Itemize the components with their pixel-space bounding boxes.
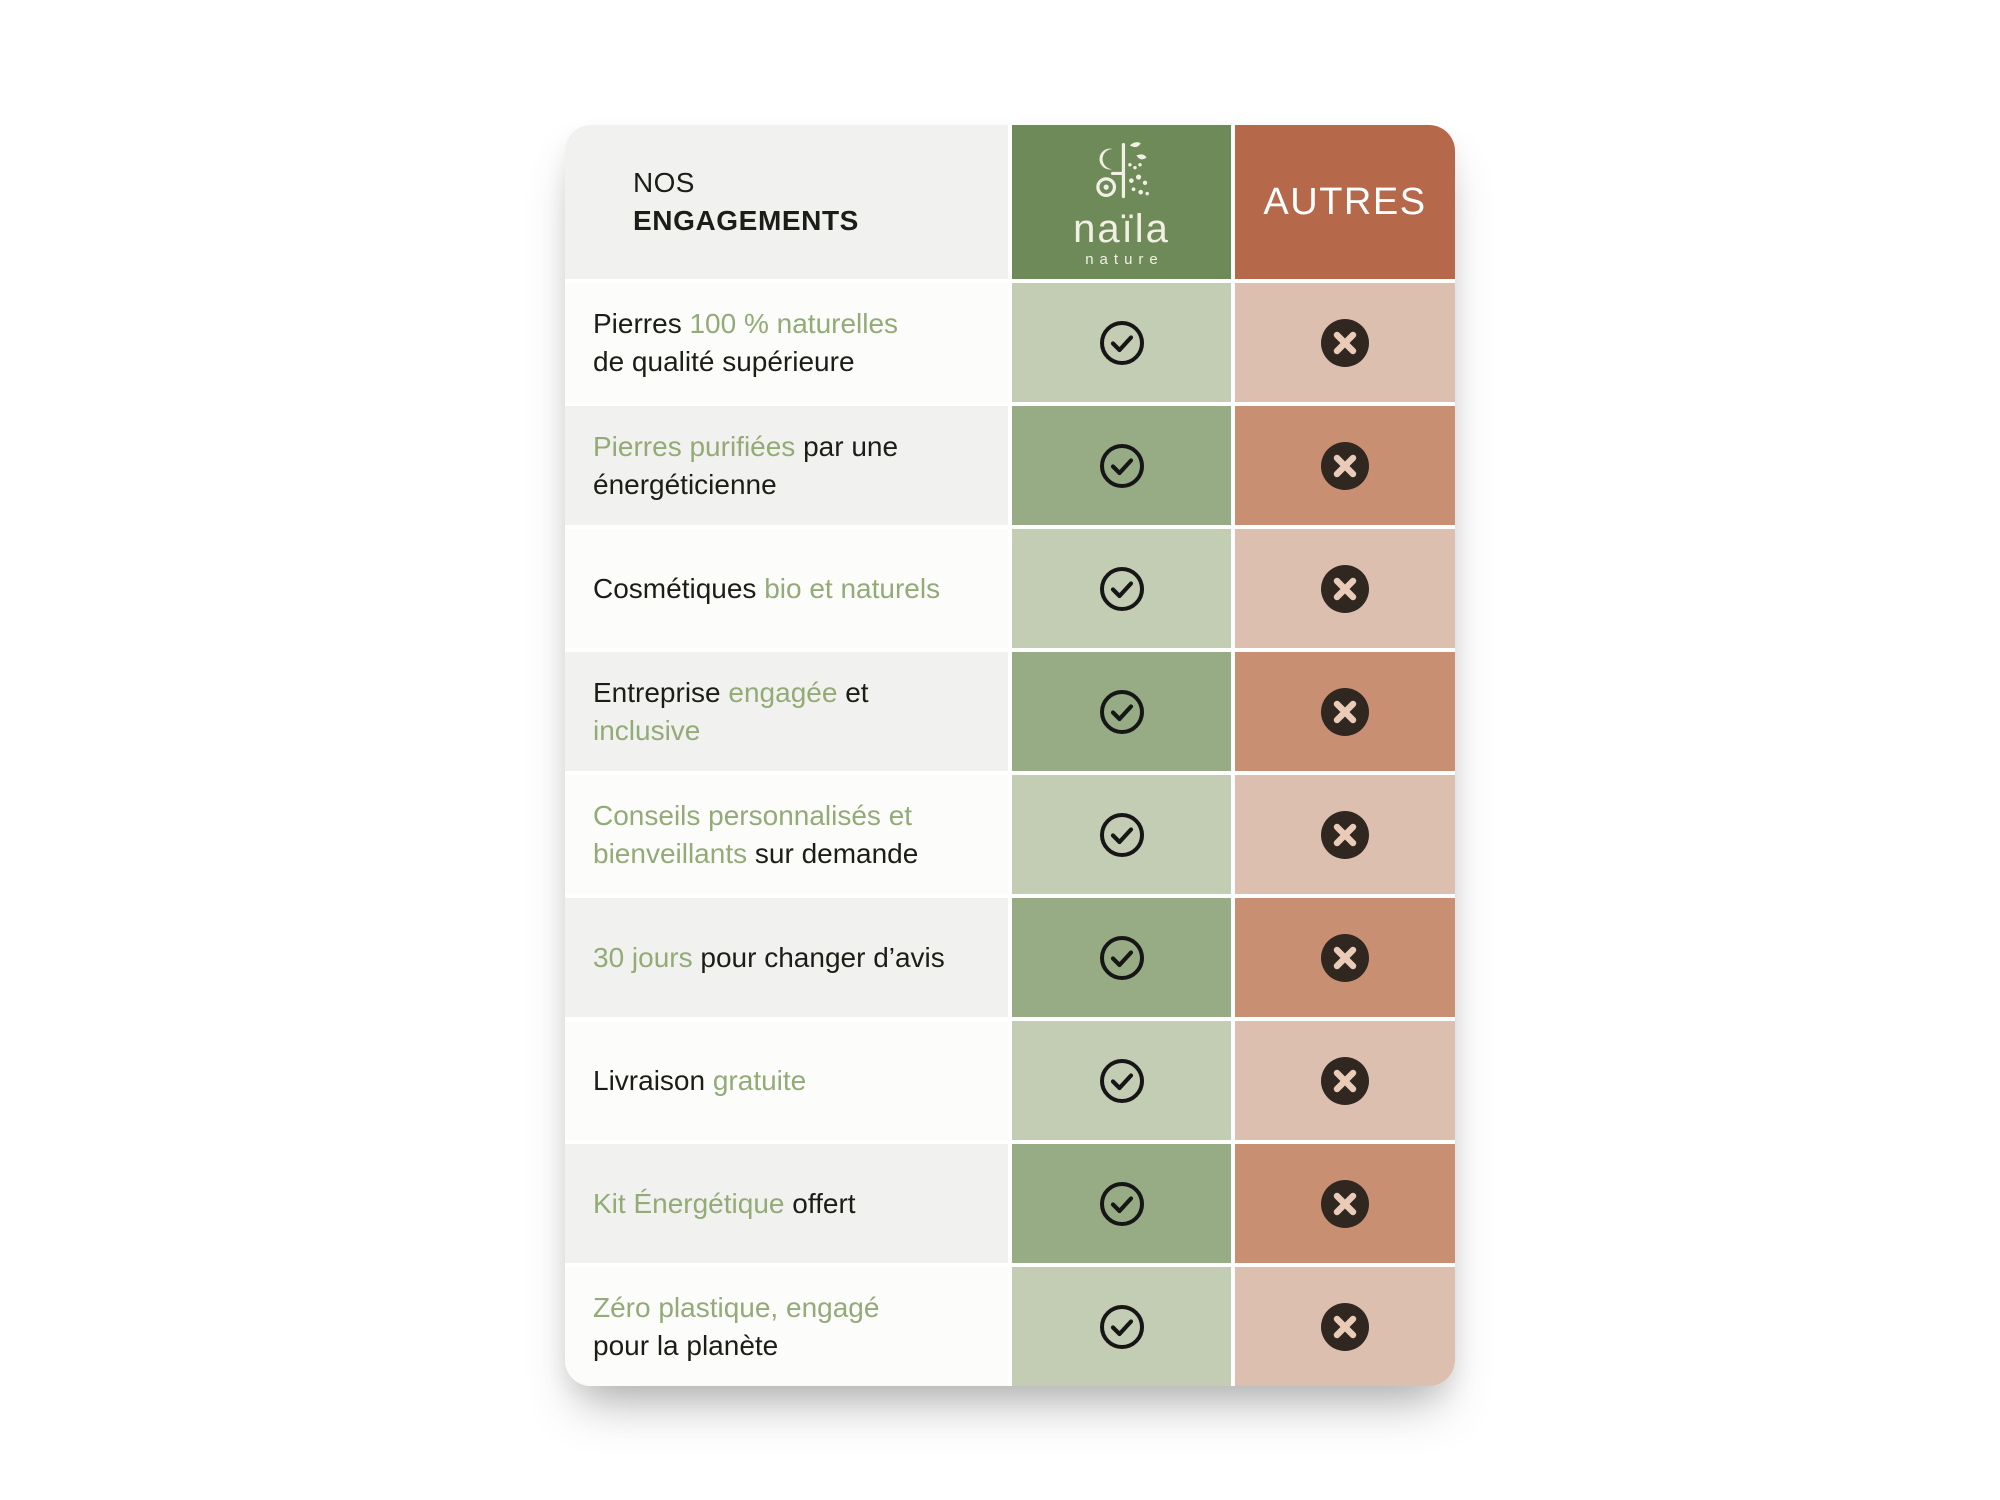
row-label-text: Livraison: [593, 1064, 713, 1096]
row-label-highlight: inclusive: [593, 714, 701, 746]
row-label: Zéro plastique, engagé pour la planète: [565, 1267, 1008, 1386]
others-column-header: AUTRES: [1235, 125, 1455, 279]
others-value-cell: [1235, 1021, 1455, 1140]
row-label-highlight: 100 % naturelles: [689, 307, 899, 339]
brand-value-cell: [1012, 406, 1231, 525]
check-circle-icon: [1098, 1180, 1146, 1228]
others-value-cell: [1235, 1144, 1455, 1263]
brand-value-cell: [1012, 1021, 1231, 1140]
row-label-highlight: 30 jours: [593, 941, 693, 973]
brand-value-cell: [1012, 1267, 1231, 1386]
cross-circle-icon: [1320, 1302, 1370, 1352]
brand-value-cell: [1012, 529, 1231, 648]
row-label-highlight: Conseils personnalisés et: [593, 799, 913, 831]
row-label-text: pour changer d’avis: [692, 941, 945, 973]
comparison-table: NOS ENGAGEMENTS: [565, 125, 1455, 1386]
row-label-text: de qualité supérieure: [593, 345, 855, 377]
row-label-text: Cosmétiques: [593, 572, 765, 604]
row-label-text: par une: [795, 430, 899, 462]
row-label: Cosmétiques bio et naturels: [565, 529, 1008, 648]
row-label: Kit Énergétique offert: [565, 1144, 1008, 1263]
others-value-cell: [1235, 406, 1455, 525]
row-label-highlight: gratuite: [712, 1064, 807, 1096]
comparison-table-card: NOS ENGAGEMENTS: [565, 125, 1455, 1386]
cross-circle-icon: [1320, 318, 1370, 368]
check-circle-icon: [1098, 565, 1146, 613]
row-label-text: sur demande: [747, 837, 919, 869]
brand-value-cell: [1012, 898, 1231, 1017]
others-value-cell: [1235, 283, 1455, 402]
row-label: Entreprise engagée et inclusive: [565, 652, 1008, 771]
check-circle-icon: [1098, 1057, 1146, 1105]
brand-column-header: naïla nature: [1012, 125, 1231, 279]
others-value-cell: [1235, 775, 1455, 894]
brand-value-cell: [1012, 775, 1231, 894]
row-label: 30 jours pour changer d’avis: [565, 898, 1008, 1017]
check-circle-icon: [1098, 688, 1146, 736]
row-label: Pierres 100 % naturelles de qualité supér…: [565, 283, 1008, 402]
row-label-text: offert: [784, 1187, 856, 1219]
row-label: Livraison gratuite: [565, 1021, 1008, 1140]
others-value-cell: [1235, 898, 1455, 1017]
row-label-highlight: bienveillants: [593, 837, 748, 869]
row-label-highlight: Zéro plastique, engagé: [593, 1291, 880, 1323]
cross-circle-icon: [1320, 1179, 1370, 1229]
cross-circle-icon: [1320, 564, 1370, 614]
row-label-highlight: engagée: [728, 676, 838, 708]
check-circle-icon: [1098, 934, 1146, 982]
check-circle-icon: [1098, 319, 1146, 367]
row-label-text: Entreprise: [593, 676, 729, 708]
row-label: Conseils personnalisés et bienveillants s…: [565, 775, 1008, 894]
table-title-line2: ENGAGEMENTS: [633, 205, 859, 236]
check-circle-icon: [1098, 811, 1146, 859]
check-circle-icon: [1098, 442, 1146, 490]
row-label-text: énergéticienne: [593, 468, 777, 500]
row-label: Pierres purifiées par une énergéticienne: [565, 406, 1008, 525]
row-label-text: Pierres: [593, 307, 690, 339]
naila-nature-logo-icon: [1086, 135, 1158, 209]
row-label-highlight: Pierres purifiées: [593, 430, 796, 462]
brand-value-cell: [1012, 283, 1231, 402]
brand-tagline: nature: [1085, 251, 1164, 268]
cross-circle-icon: [1320, 1056, 1370, 1106]
row-label-text: et: [837, 676, 869, 708]
brand-wordmark: naïla: [1073, 207, 1170, 251]
others-column-label: AUTRES: [1263, 180, 1427, 223]
brand-value-cell: [1012, 1144, 1231, 1263]
brand-value-cell: [1012, 652, 1231, 771]
others-value-cell: [1235, 1267, 1455, 1386]
cross-circle-icon: [1320, 933, 1370, 983]
others-value-cell: [1235, 652, 1455, 771]
row-label-highlight: Kit Énergétique: [593, 1187, 785, 1219]
cross-circle-icon: [1320, 441, 1370, 491]
row-label-highlight: bio et naturels: [764, 572, 941, 604]
row-label-text: pour la planète: [593, 1329, 779, 1361]
table-title: NOS ENGAGEMENTS: [565, 125, 1008, 279]
table-title-line1: NOS: [633, 167, 695, 198]
others-value-cell: [1235, 529, 1455, 648]
cross-circle-icon: [1320, 810, 1370, 860]
cross-circle-icon: [1320, 687, 1370, 737]
check-circle-icon: [1098, 1303, 1146, 1351]
